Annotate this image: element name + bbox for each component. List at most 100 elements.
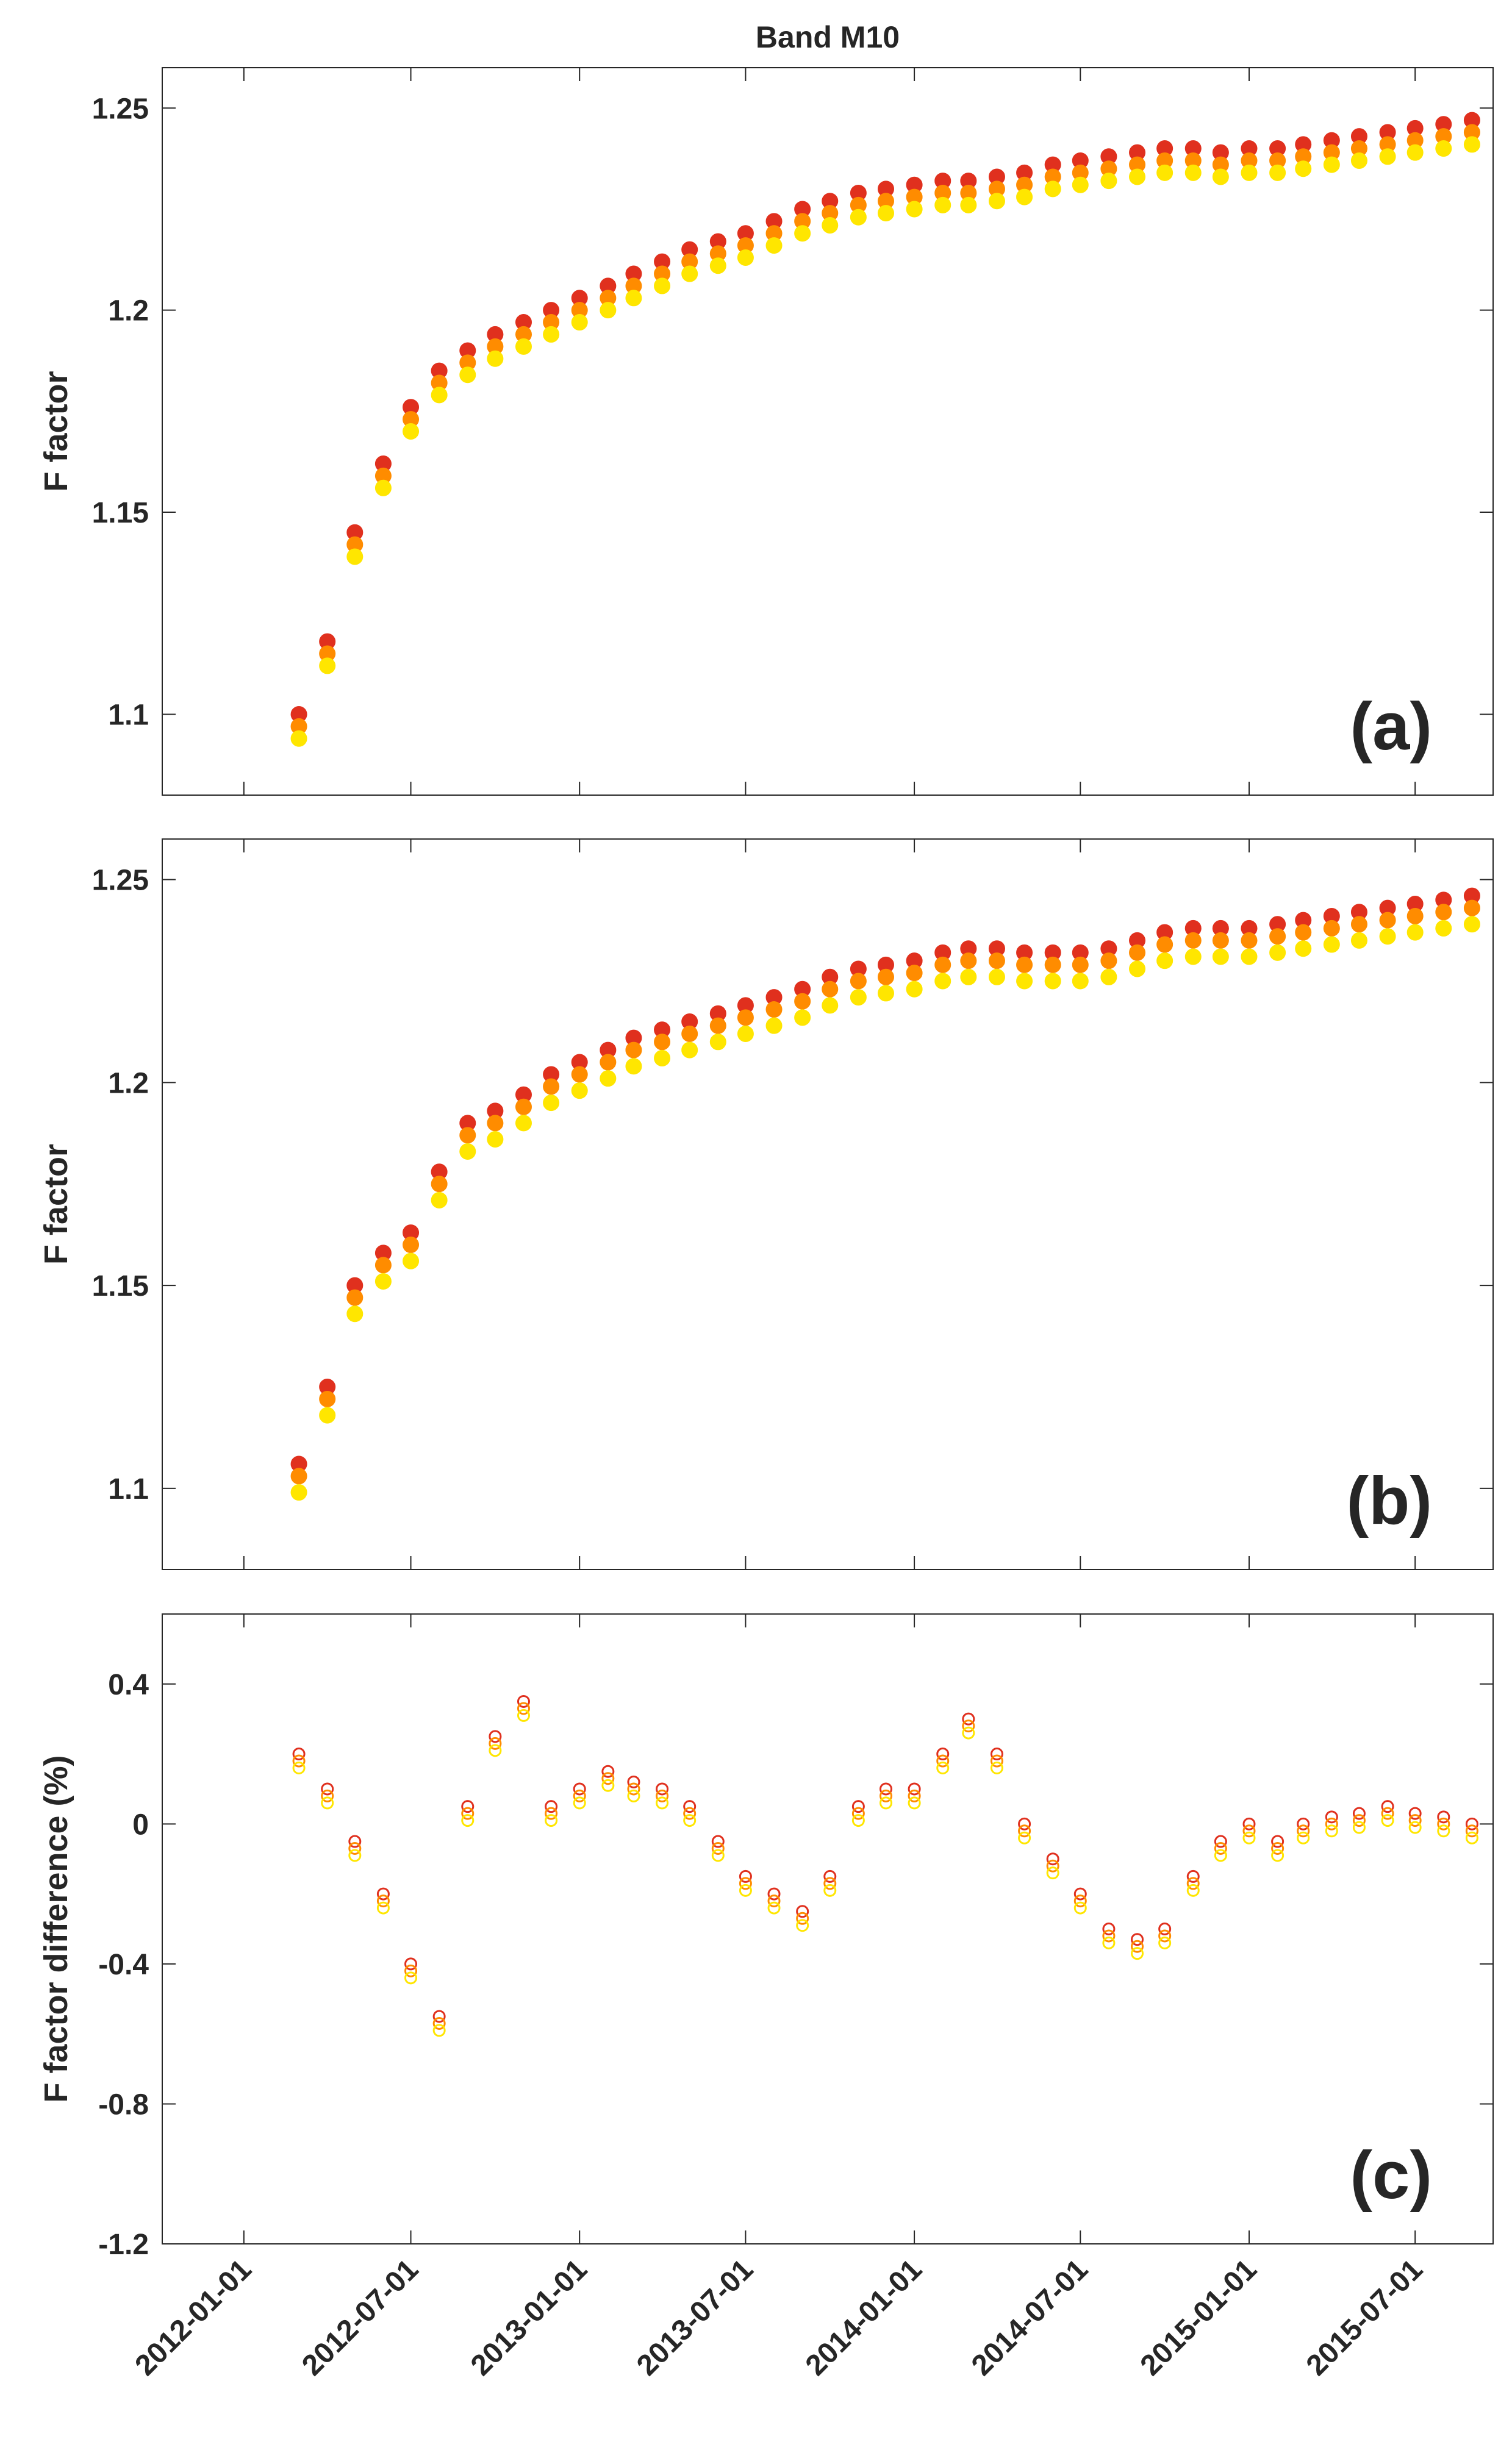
- data-point: [319, 1390, 336, 1407]
- data-point: [1381, 1800, 1394, 1813]
- data-point: [459, 366, 476, 384]
- data-point: [1379, 148, 1396, 165]
- data-point: [292, 1748, 306, 1761]
- data-point: [850, 989, 867, 1006]
- data-point: [627, 1775, 640, 1788]
- panel-annotation: (b): [1347, 1463, 1432, 1538]
- data-point: [908, 1789, 921, 1802]
- data-point: [656, 1789, 669, 1802]
- data-point: [1073, 1887, 1087, 1901]
- data-point: [936, 1748, 950, 1761]
- data-point: [1186, 1877, 1200, 1890]
- data-point: [571, 1082, 588, 1099]
- y-tick-label: -0.4: [98, 1949, 149, 1981]
- data-point: [601, 1772, 615, 1785]
- data-point: [1212, 932, 1229, 949]
- data-point: [1297, 1824, 1310, 1838]
- data-point: [1381, 1814, 1394, 1827]
- data-point: [404, 1964, 418, 1977]
- data-point: [1465, 1817, 1478, 1830]
- data-point: [1379, 912, 1396, 929]
- data-point: [1406, 907, 1424, 924]
- data-point: [1463, 136, 1480, 153]
- data-point: [711, 1849, 725, 1862]
- data-point: [571, 314, 588, 331]
- plot-area: [162, 68, 1493, 795]
- data-point: [960, 196, 977, 213]
- y-tick-label: 0: [132, 1809, 149, 1841]
- data-point: [431, 1176, 448, 1193]
- data-point: [403, 423, 420, 440]
- data-point: [1016, 188, 1033, 205]
- data-point: [654, 277, 671, 295]
- data-point: [459, 1127, 476, 1144]
- data-point: [1100, 968, 1117, 985]
- data-point: [767, 1887, 781, 1901]
- data-point: [1352, 1814, 1366, 1827]
- data-point: [1465, 1824, 1478, 1838]
- data-point: [1269, 928, 1286, 945]
- data-point: [1463, 899, 1480, 916]
- data-point: [292, 1762, 306, 1775]
- data-point: [431, 1191, 448, 1209]
- data-point: [960, 968, 977, 985]
- data-point: [737, 1009, 754, 1026]
- data-point: [290, 730, 307, 747]
- data-point: [1271, 1835, 1284, 1848]
- data-point: [1295, 160, 1312, 177]
- data-point: [1184, 948, 1202, 965]
- data-point: [515, 338, 532, 355]
- data-point: [1325, 1810, 1338, 1824]
- data-point: [1271, 1842, 1284, 1855]
- data-point: [877, 985, 894, 1002]
- data-point: [936, 1762, 950, 1775]
- data-point: [376, 1887, 390, 1901]
- data-point: [1295, 940, 1312, 957]
- plot-area: [162, 1614, 1493, 2244]
- data-point: [321, 1782, 334, 1796]
- data-point: [348, 1835, 362, 1848]
- data-point: [1241, 164, 1258, 181]
- data-point: [739, 1869, 752, 1883]
- panel-annotation: (c): [1350, 2138, 1432, 2213]
- data-point: [517, 1709, 530, 1722]
- data-point: [571, 1066, 588, 1083]
- data-point: [823, 1877, 837, 1890]
- data-point: [1156, 952, 1173, 970]
- data-point: [823, 1884, 837, 1897]
- data-point: [1242, 1824, 1256, 1838]
- data-point: [879, 1789, 892, 1802]
- data-point: [403, 1237, 420, 1254]
- data-point: [822, 980, 839, 998]
- data-point: [877, 968, 894, 985]
- data-point: [709, 257, 726, 274]
- data-point: [1325, 1817, 1338, 1830]
- data-point: [1156, 936, 1173, 953]
- data-point: [543, 326, 560, 343]
- data-point: [1408, 1821, 1422, 1834]
- data-point: [487, 350, 504, 367]
- y-tick-label: 1.2: [108, 295, 149, 327]
- data-point: [850, 209, 867, 226]
- data-point: [879, 1782, 892, 1796]
- data-point: [990, 1748, 1003, 1761]
- data-point: [1269, 944, 1286, 961]
- data-point: [1379, 928, 1396, 945]
- y-tick-label: 1.2: [108, 1067, 149, 1099]
- data-point: [461, 1807, 475, 1820]
- data-point: [432, 2010, 446, 2023]
- data-point: [908, 1796, 921, 1810]
- data-point: [1016, 973, 1033, 990]
- y-tick-label: 0.4: [108, 1669, 149, 1701]
- data-point: [601, 1779, 615, 1792]
- y-tick-label: 1.25: [92, 865, 149, 897]
- data-point: [1241, 932, 1258, 949]
- data-point: [1214, 1849, 1227, 1862]
- data-point: [990, 1762, 1003, 1775]
- data-point: [709, 1017, 726, 1034]
- data-point: [459, 1143, 476, 1160]
- data-point: [1437, 1810, 1450, 1824]
- data-point: [625, 1041, 642, 1059]
- data-point: [1323, 920, 1340, 937]
- data-point: [346, 1289, 364, 1306]
